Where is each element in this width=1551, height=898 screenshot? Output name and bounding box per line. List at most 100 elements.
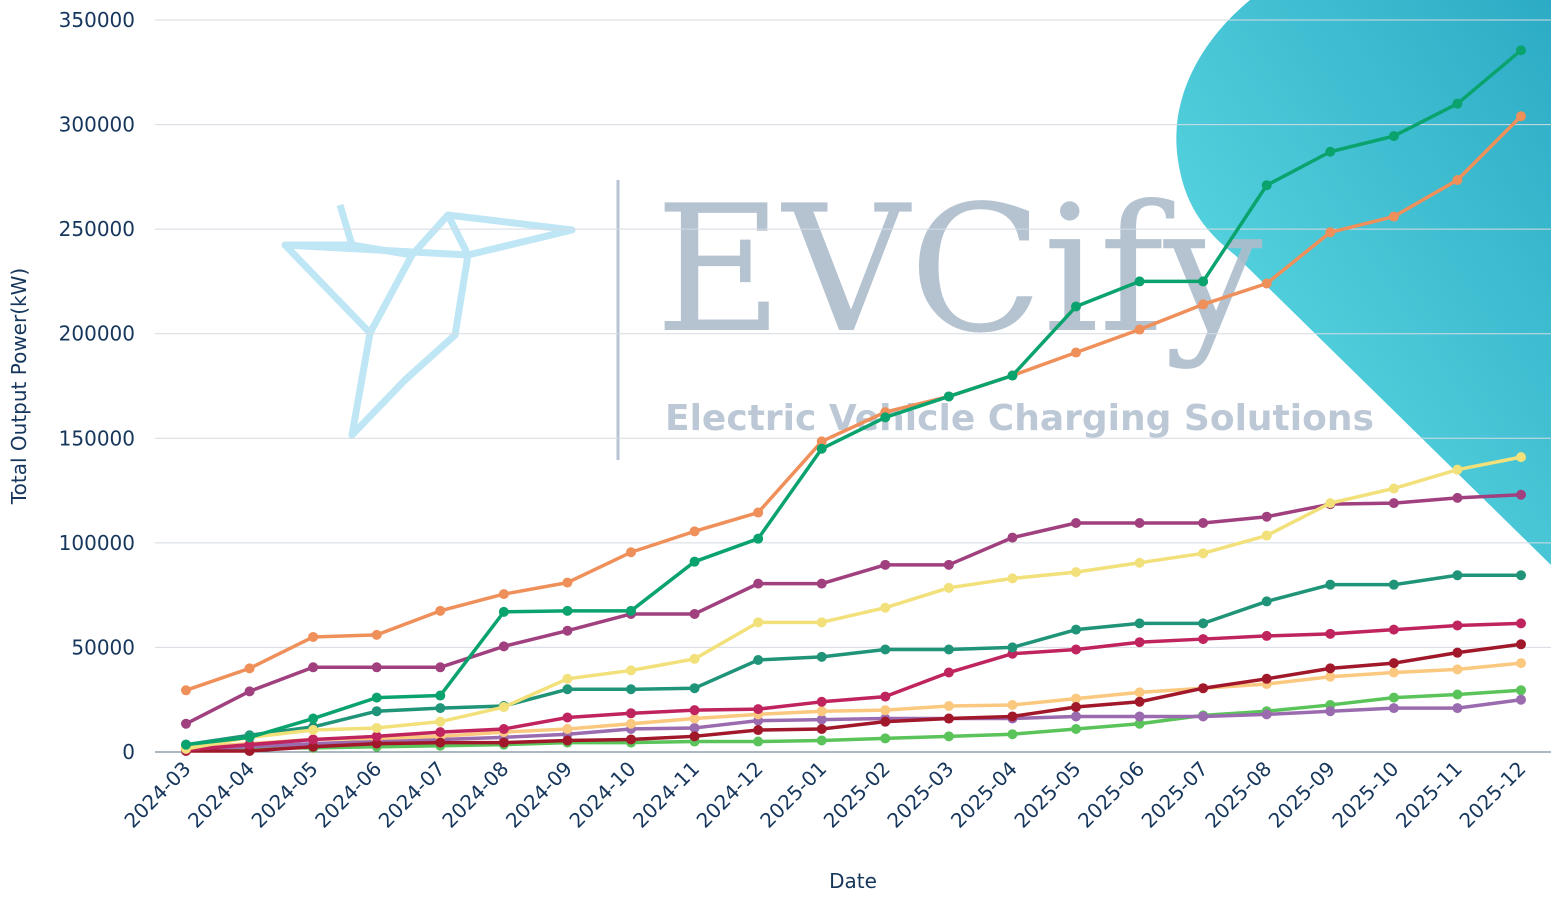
- data-point: [1325, 579, 1336, 590]
- data-point: [1452, 98, 1463, 109]
- data-point: [371, 692, 382, 703]
- data-point: [943, 644, 954, 655]
- series-line: [185, 48, 1523, 747]
- data-point: [1516, 45, 1526, 56]
- data-point: [1388, 579, 1399, 590]
- data-point: [1516, 452, 1526, 463]
- data-point: [1198, 517, 1209, 528]
- x-tick-label: 2025-12: [1454, 757, 1530, 833]
- data-point: [689, 653, 700, 664]
- data-point: [308, 662, 319, 673]
- data-point: [498, 589, 509, 600]
- data-point: [1198, 548, 1209, 559]
- data-point: [1007, 642, 1018, 653]
- series-line: [185, 493, 1522, 726]
- data-point: [1134, 711, 1145, 722]
- data-point: [308, 631, 319, 642]
- data-point: [816, 578, 827, 589]
- data-point: [1452, 570, 1463, 581]
- data-point: [1261, 673, 1272, 684]
- x-tick-label: 2025-04: [946, 757, 1022, 833]
- data-point: [1071, 567, 1081, 578]
- data-point: [880, 705, 891, 716]
- data-point: [1516, 694, 1526, 705]
- data-point: [498, 641, 509, 652]
- series: [181, 570, 1526, 750]
- data-point: [880, 733, 891, 744]
- data-point: [1071, 517, 1081, 528]
- logo-bird: [281, 203, 576, 439]
- data-point: [880, 602, 891, 613]
- data-point: [816, 696, 827, 707]
- data-point: [308, 741, 319, 752]
- data-point: [1388, 667, 1399, 678]
- data-point: [1198, 618, 1209, 629]
- data-point: [1452, 689, 1463, 700]
- data-point: [816, 706, 827, 717]
- series: [181, 452, 1526, 754]
- data-point: [1261, 530, 1272, 541]
- data-point: [880, 644, 891, 655]
- data-point: [1516, 570, 1526, 581]
- data-point: [181, 718, 191, 729]
- x-tick-label: 2024-06: [310, 757, 386, 833]
- data-point: [244, 663, 255, 674]
- data-point: [1516, 618, 1526, 629]
- data-point: [1134, 517, 1145, 528]
- data-point: [1071, 723, 1081, 734]
- data-point: [816, 714, 827, 725]
- data-point: [1325, 663, 1336, 674]
- data-point: [371, 731, 382, 742]
- x-tick-label: 2025-09: [1264, 757, 1340, 833]
- data-point: [562, 577, 573, 588]
- series-line: [185, 621, 1522, 752]
- data-point: [816, 723, 827, 734]
- x-tick-label: 2024-05: [247, 757, 323, 833]
- data-point: [435, 703, 446, 714]
- data-point: [1261, 709, 1272, 720]
- data-point: [1516, 658, 1526, 669]
- data-point: [689, 683, 700, 694]
- x-tick-label: 2025-07: [1137, 757, 1213, 833]
- watermark-brand: EVCify: [655, 169, 1263, 372]
- data-point: [1325, 706, 1336, 717]
- data-point: [1516, 639, 1526, 650]
- data-point: [626, 718, 636, 729]
- data-point: [689, 556, 700, 567]
- data-point: [1452, 664, 1463, 675]
- data-point: [1388, 658, 1399, 669]
- series-line: [185, 688, 1522, 752]
- data-point: [1134, 618, 1145, 629]
- data-point: [689, 722, 700, 733]
- data-point: [1198, 276, 1209, 287]
- data-point: [1198, 299, 1209, 310]
- y-tick-label: 150000: [59, 426, 135, 450]
- data-point: [1452, 703, 1463, 714]
- data-point: [1516, 111, 1526, 122]
- data-point: [498, 737, 509, 748]
- data-point: [880, 691, 891, 702]
- data-point: [1261, 278, 1272, 289]
- data-point: [181, 685, 191, 696]
- data-point: [562, 712, 573, 723]
- data-point: [371, 629, 382, 640]
- y-tick-label: 350000: [59, 8, 135, 32]
- data-point: [562, 673, 573, 684]
- data-point: [498, 723, 509, 734]
- x-tick-label: 2024-09: [501, 757, 577, 833]
- y-tick-label: 100000: [59, 531, 135, 555]
- data-point: [816, 735, 827, 746]
- series: [181, 618, 1526, 755]
- data-point: [1198, 711, 1209, 722]
- data-point: [435, 662, 446, 673]
- series-line: [186, 642, 1522, 753]
- data-point: [816, 617, 827, 628]
- data-point: [1134, 687, 1145, 698]
- data-point: [1325, 498, 1336, 509]
- data-point: [1261, 511, 1272, 522]
- data-point: [689, 608, 700, 619]
- data-point: [435, 737, 446, 748]
- data-point: [1198, 683, 1209, 694]
- data-point: [753, 654, 764, 665]
